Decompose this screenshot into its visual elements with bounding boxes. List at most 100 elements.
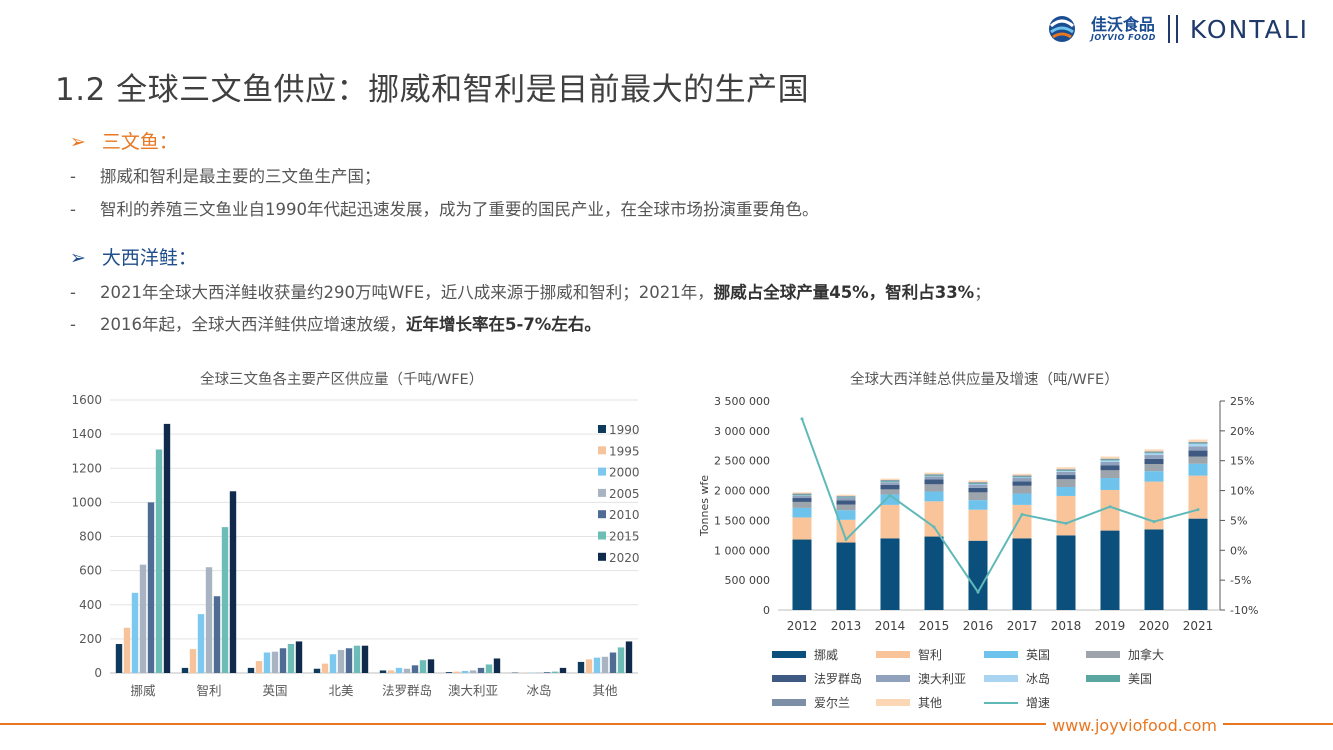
y-tick-label: 2 500 000 [714,455,770,468]
bar-加拿大-2019 [1100,470,1120,479]
bar-冰岛-2016 [968,484,988,485]
bar-1990-法罗群岛 [379,670,387,673]
bar-2010-澳大利亚 [477,667,485,673]
legend-label-增速: 增速 [1026,696,1050,710]
bar-2005-北美 [337,649,345,673]
bar-美国-2018 [1056,470,1076,471]
bar-1990-澳大利亚 [445,672,453,673]
bar-2020-英国 [295,641,303,673]
section-atlantic-line-2: -2016年起，全球大西洋鲑供应增速放缓，近年增长率在5-7%左右。 [70,315,601,334]
section-salmon-heading: ➢ 三文鱼： [70,127,178,154]
bar-2010-法罗群岛 [411,665,419,673]
growth-point-2013 [844,538,848,542]
legend-label-其他: 其他 [918,696,942,710]
bar-加拿大-2014 [880,489,900,495]
legend-label-2010: 2010 [609,508,640,522]
chart1-svg: 0 200 400 600 800 1000 1200 1400 1600 挪威 智利 英国 北美 法罗群… [71,393,640,698]
y-axis-title: Tonnes wfe [698,475,711,537]
y-tick-label: 600 [79,564,102,578]
bar-1995-智利 [189,649,197,673]
bar-加拿大-2013 [836,504,856,511]
bar-爱尔兰-2014 [880,480,900,481]
x-tick-label: 2021 [1183,619,1214,633]
bar-加拿大-2012 [792,501,812,508]
bar-爱尔兰-2021 [1188,441,1208,443]
legend-label-澳大利亚: 澳大利亚 [918,672,966,686]
y2-tick-label: 10% [1230,485,1254,498]
bar-智利-2018 [1056,495,1076,536]
y2-tick-label: 20% [1230,425,1254,438]
website-link[interactable]: www.joyviofood.com [1046,716,1223,735]
bar-法罗群岛-2021 [1188,450,1208,457]
line-text: 2016年起，全球大西洋鲑供应增速放缓， [100,315,406,334]
bar-2000-北美 [329,654,337,673]
bar-美国-2020 [1144,452,1164,454]
bar-冰岛-2020 [1144,453,1164,456]
bar-智利-2019 [1100,489,1120,531]
bar-智利-2020 [1144,481,1164,530]
bar-2020-挪威 [163,423,171,673]
bar-2010-北美 [345,648,353,673]
bar-加拿大-2015 [924,484,944,492]
legend-swatch-1995 [598,446,606,455]
growth-point-2015 [932,525,936,529]
bar-澳大利亚-2017 [1012,478,1032,482]
bar-爱尔兰-2018 [1056,469,1076,471]
bar-爱尔兰-2020 [1144,451,1164,453]
bar-爱尔兰-2017 [1012,475,1032,477]
bar-2005-澳大利亚 [469,670,477,673]
growth-point-2020 [1152,520,1156,524]
legend-label-挪威: 挪威 [814,648,838,662]
bar-2010-其他 [609,652,617,673]
bar-加拿大-2016 [968,492,988,501]
bar-2020-冰岛 [559,667,567,673]
bar-2010-英国 [279,648,287,673]
bar-1995-其他 [585,659,593,673]
bar-爱尔兰-2013 [836,496,856,497]
y-tick-label: 3 500 000 [714,395,770,408]
x-tick-label: 2017 [1007,619,1038,633]
bar-智利-2016 [968,509,988,541]
bar-2020-北美 [361,645,369,673]
legend-swatch-2000 [598,467,606,476]
legend-label-智利: 智利 [918,647,942,662]
logo-separator [1167,15,1178,43]
joyvio-name-cn: 佳沃食品 [1090,14,1155,34]
bar-其他-2015 [924,472,944,475]
bar-澳大利亚-2013 [836,498,856,501]
legend-label-英国: 英国 [1026,648,1050,662]
bar-挪威-2012 [792,539,812,610]
growth-point-2021 [1196,508,1200,512]
growth-point-2018 [1064,521,1068,525]
legend-swatch-挪威 [772,651,806,658]
bar-冰岛-2018 [1056,470,1076,472]
growth-point-2016 [976,590,980,594]
y-tick-label: 2 000 000 [714,485,770,498]
bar-爱尔兰-2012 [792,493,812,495]
bar-加拿大-2020 [1144,463,1164,472]
x-tick-label: 2012 [787,619,818,633]
bar-英国-2015 [924,491,944,502]
bar-挪威-2014 [880,538,900,610]
bar-2000-英国 [263,652,271,673]
chart1-title: 全球三文鱼各主要产区供应量（千吨/WFE） [200,372,484,388]
x-tick-label: 智利 [196,683,221,698]
y2-tick-label: 25% [1230,395,1254,408]
bar-挪威-2018 [1056,535,1076,610]
bar-智利-2015 [924,501,944,537]
bar-其他-2014 [880,478,900,481]
bar-法罗群岛-2020 [1144,458,1164,464]
line-text: 智利的养殖三文鱼业自1990年代起迅速发展，成为了重要的国民产业，在全球市场扮演… [100,200,819,219]
bar-挪威-2017 [1012,538,1032,610]
bar-美国-2017 [1012,476,1032,478]
line-end-text: ； [974,283,991,302]
bar-美国-2013 [836,496,856,498]
y-tick-label: 3 000 000 [714,425,770,438]
bar-2000-澳大利亚 [461,670,469,673]
bar-加拿大-2021 [1188,456,1208,464]
growth-line [801,418,1199,594]
bar-2005-其他 [601,656,609,673]
bar-加拿大-2017 [1012,485,1032,494]
bar-其他-2021 [1188,439,1208,442]
bar-英国-2019 [1100,478,1120,490]
